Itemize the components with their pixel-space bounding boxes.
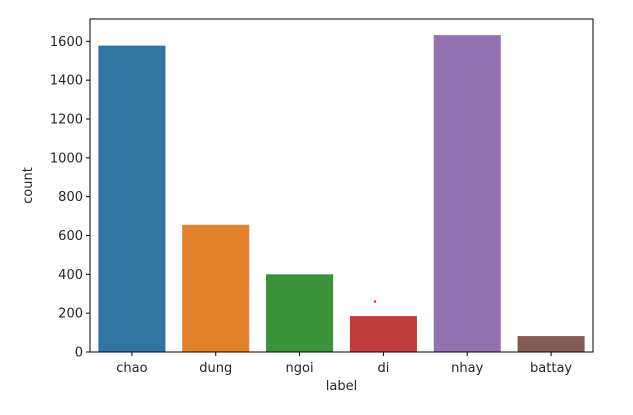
x-tick-label-battay: battay (530, 361, 572, 376)
bar-nhay (433, 35, 501, 353)
x-tick-label-dung: dung (199, 361, 232, 376)
bars-group (98, 35, 585, 353)
y-tick-label-600: 600 (58, 229, 83, 244)
x-tick-label-di: di (377, 361, 389, 376)
bar-di (349, 316, 417, 352)
y-axis-ticks: 0 200 400 600 800 1000 1200 1400 1600 (50, 35, 90, 361)
y-tick-label-400: 400 (58, 268, 83, 283)
x-axis-ticks: chao dung ngoi di nhay battay (116, 352, 572, 376)
bar-chao (98, 45, 166, 352)
y-tick-label-800: 800 (58, 190, 83, 205)
y-tick-label-0: 0 (75, 346, 83, 361)
y-tick-label-1000: 1000 (50, 151, 83, 166)
plot-frame (89, 18, 594, 353)
x-tick-label-chao: chao (116, 361, 147, 376)
x-tick-label-ngoi: ngoi (286, 361, 314, 376)
annotation-dot (373, 300, 377, 303)
y-axis-label: count (21, 167, 36, 204)
bar-battay (517, 336, 585, 352)
y-tick-label-1400: 1400 (50, 74, 83, 89)
x-tick-label-nhay: nhay (451, 361, 483, 376)
bar-ngoi (266, 274, 334, 352)
y-tick-label-1200: 1200 (50, 112, 83, 127)
bar-dung (182, 224, 250, 352)
x-axis-label: label (326, 379, 357, 394)
y-tick-label-1600: 1600 (50, 35, 83, 50)
y-tick-label-200: 200 (58, 307, 83, 322)
